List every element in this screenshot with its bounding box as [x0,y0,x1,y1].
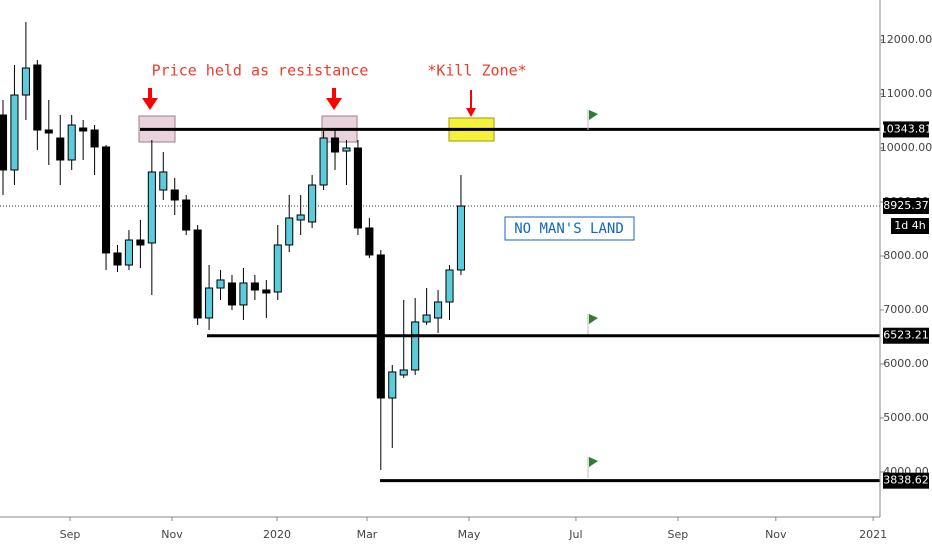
annotation: Price held as resistance [152,62,369,80]
candle-body [56,137,65,161]
candle-body [227,282,237,306]
candle-body [365,227,374,256]
last-price-label: 8925.37 [883,199,929,212]
x-tick-label: Jul [568,528,582,541]
plot [0,22,880,483]
level-label: 3838.62 [883,474,929,487]
level-label-box [883,472,929,489]
countdown-box [891,218,929,235]
candle-body [353,147,362,229]
x-tick-label: 2020 [263,528,291,541]
level-label: 10343.81 [880,122,932,135]
y-tick-label: 8000.00 [883,249,929,262]
x-tick-label: Mar [357,528,378,541]
candle-body [33,64,42,131]
candle-body [388,371,397,399]
candle-body [456,205,466,271]
candle-body [193,229,202,319]
arrow-head [326,98,342,110]
y-tick-label: 6000.00 [883,357,929,370]
y-tick-label: 7000.00 [883,303,929,316]
candle-body [21,67,30,96]
candle-body [399,369,408,376]
y-tick-label: 11000.00 [880,87,932,100]
x-tick-label: 2021 [859,528,887,541]
annotation-box [504,216,635,241]
candle-body [79,127,88,132]
candle-body [0,114,8,171]
candle-body [101,146,111,254]
candle-body [285,217,294,246]
candle-body [434,301,443,319]
candle-body [273,244,282,293]
flag [589,110,598,120]
candle-body [147,171,156,244]
candle-body [136,239,145,246]
axis-labels: 4000.005000.006000.007000.008000.009000.… [60,33,932,541]
level-label: 6523.21 [883,329,929,342]
last-price-box [883,198,929,215]
candle-body [319,137,328,186]
x-tick-label: May [458,528,481,541]
candle-body [182,199,191,231]
candle-body [262,289,271,294]
candle-body [90,129,99,148]
y-tick-label: 10000.00 [880,141,932,154]
candle-body [170,189,179,201]
arrows [142,88,476,117]
candle-body [159,171,168,191]
candle-body [296,214,305,221]
candle-body [308,184,317,223]
candle-body [411,321,420,371]
x-tick-label: Nov [765,528,787,541]
candle-body [239,282,248,306]
flag [589,457,598,467]
candle-body [250,282,259,291]
candle-body [67,124,76,161]
y-tick-label: 12000.00 [880,33,932,46]
candle-body [44,129,53,134]
candle-body [342,147,351,152]
candle-body [422,314,431,323]
flags [587,110,598,478]
candle-body [205,287,214,319]
candle-body [216,279,225,289]
arrow-head [466,108,476,117]
candle-body [330,137,340,153]
x-tick-label: Sep [60,528,81,541]
annotation: NO MAN'S LAND [514,221,624,237]
annotation: *Kill Zone* [427,62,526,80]
y-tick-label: 5000.00 [883,411,929,424]
x-tick-label: Sep [668,528,689,541]
candle-body [376,254,385,399]
candle-body [10,94,19,171]
candle-body [445,269,454,303]
countdown-label: 1d 4h [894,219,925,232]
level-label-box [883,121,929,138]
level-label-box [883,327,929,344]
flag [589,314,598,324]
arrow-head [142,98,158,110]
candle-body [124,239,133,266]
candle-body [113,252,122,266]
x-tick-label: Nov [161,528,183,541]
